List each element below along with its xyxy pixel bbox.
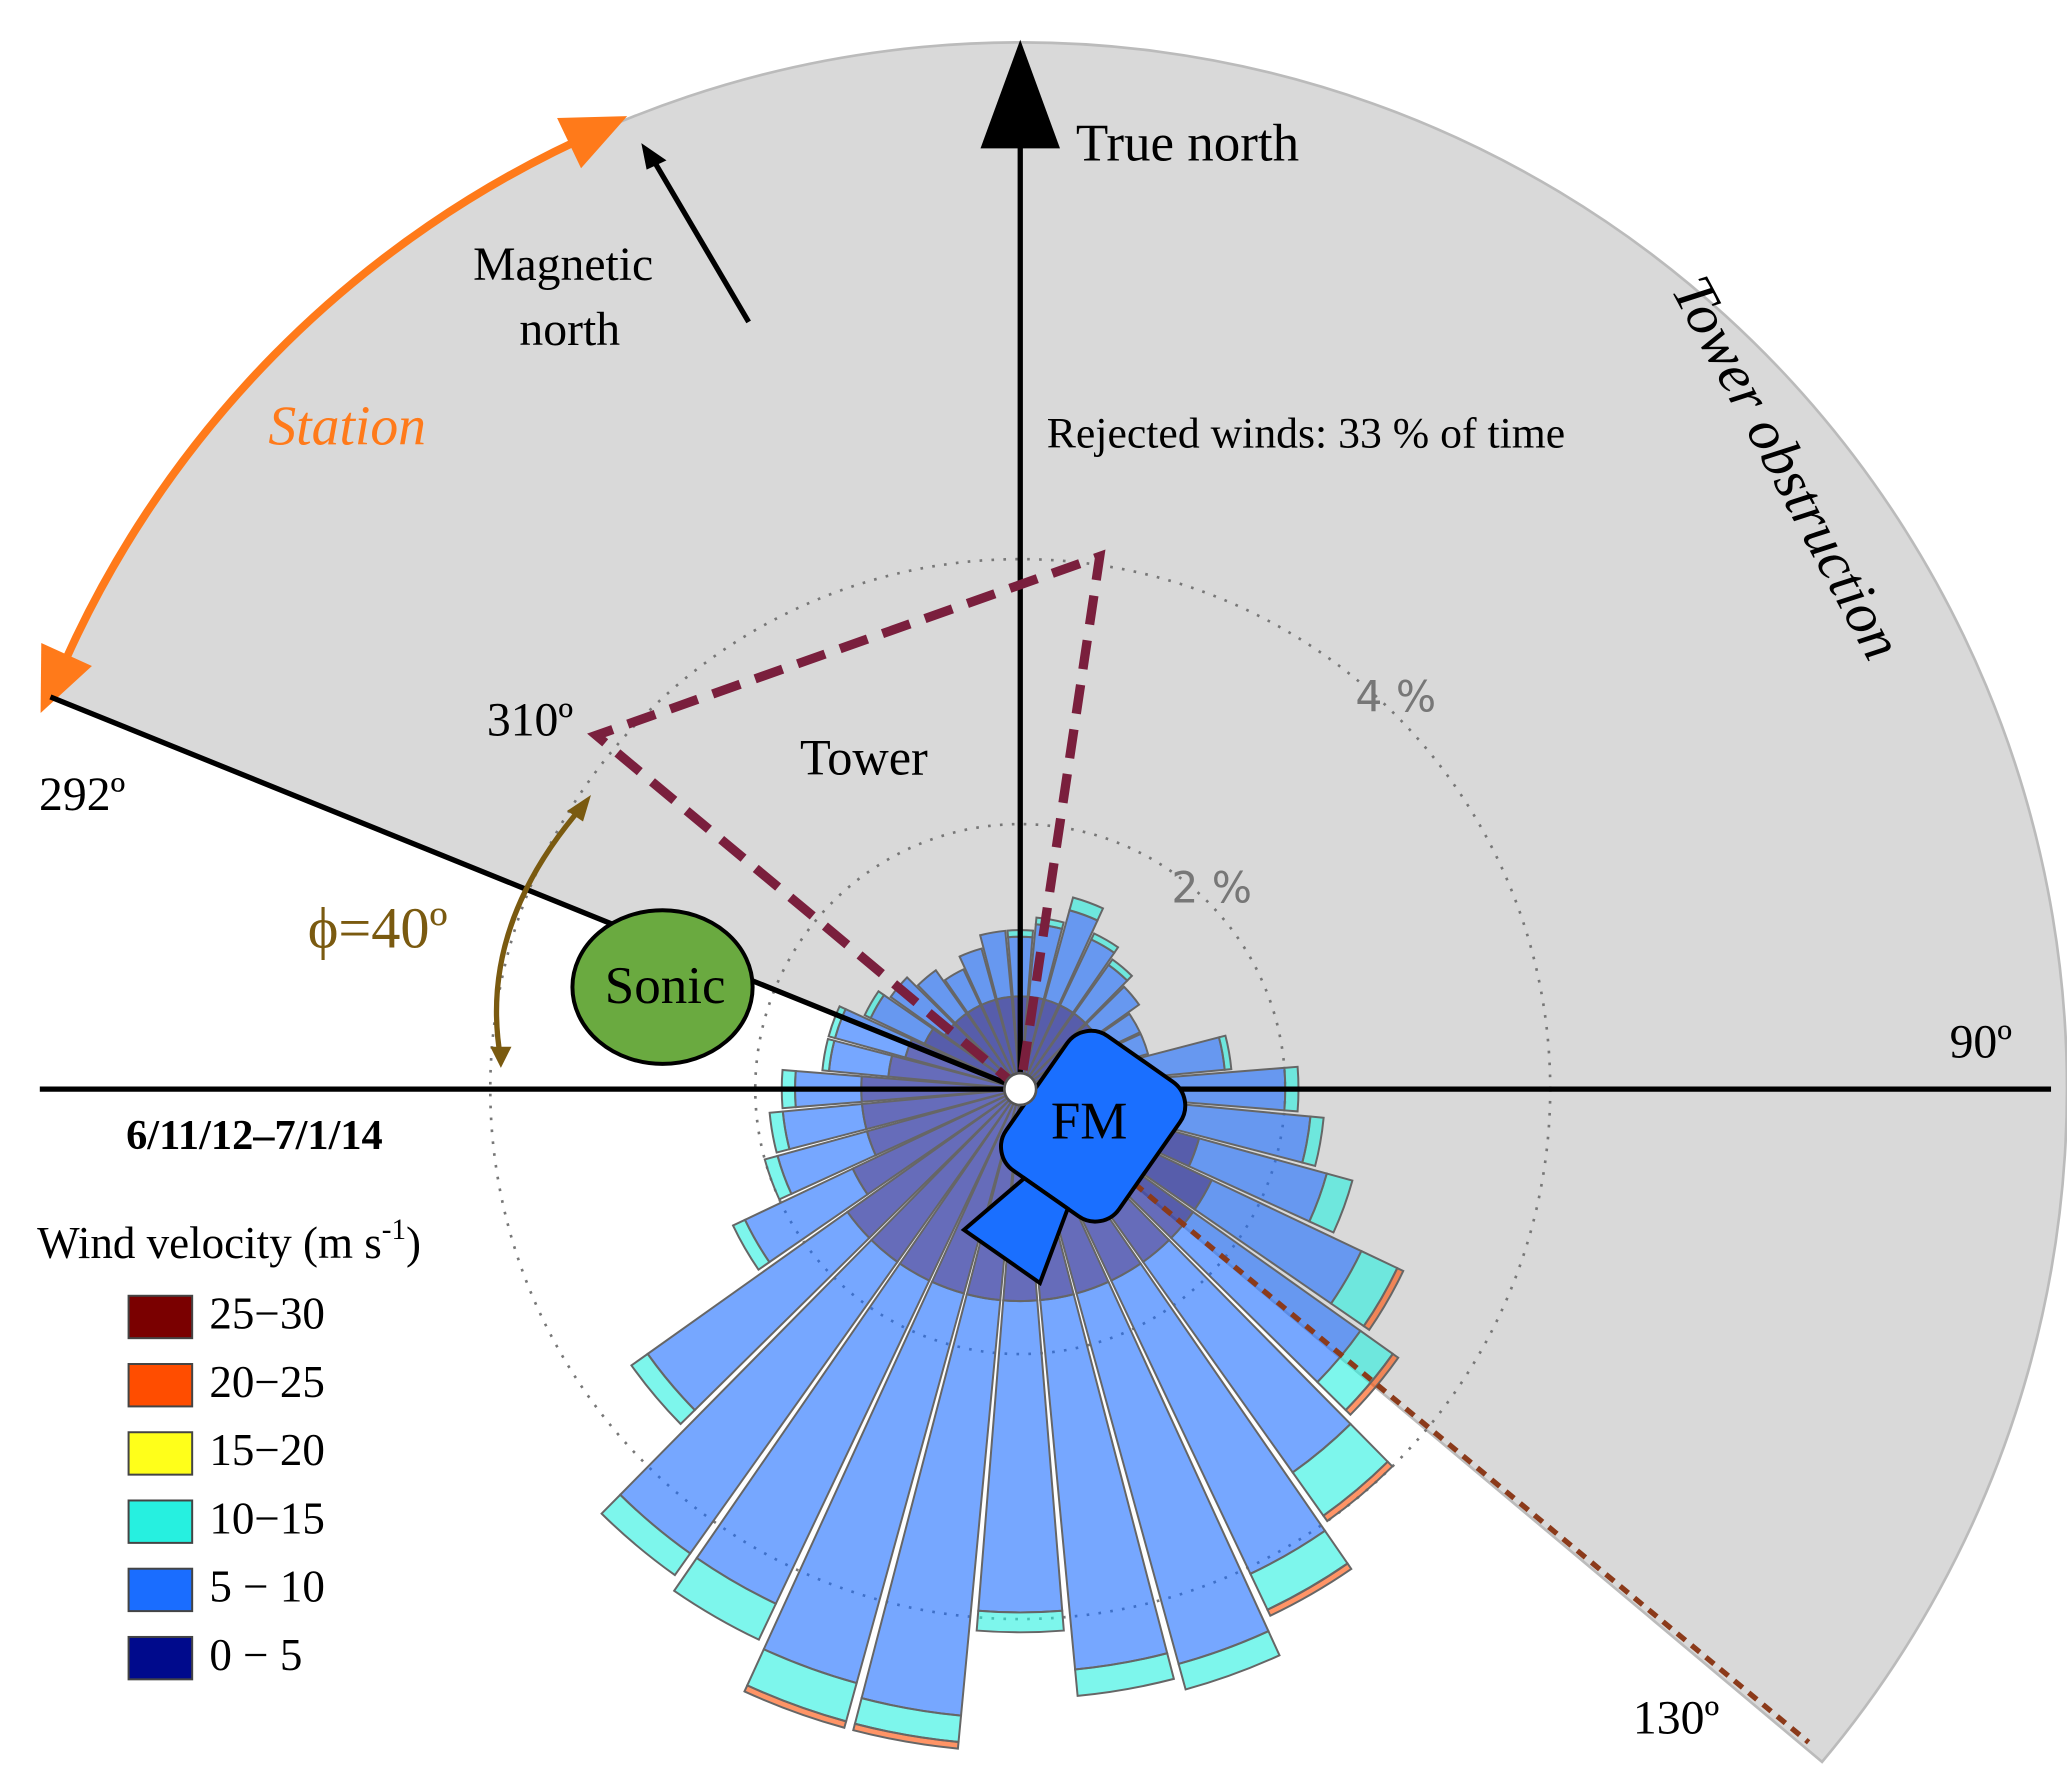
station-label: Station [268,396,426,458]
legend-label: 10−15 [209,1493,324,1543]
true-north-arrowhead [980,39,1060,149]
legend-swatch [127,1499,194,1544]
tower-outline [587,549,1106,1093]
wedge-segment [852,1722,960,1750]
wedge-segment [1068,896,1105,922]
station-arrowhead [557,116,628,169]
wedge-segment [731,1218,771,1272]
wedge-segment [1301,1115,1325,1168]
wedge-segment [958,947,997,1007]
wedge-segment [1344,1352,1400,1417]
rejected-label: Rejected winds: 33 % of time [1047,409,1565,457]
magnetic-north-arrow [653,162,751,324]
phi-arrowhead [490,1046,512,1068]
station-arc [49,125,605,691]
wedge-segment [1322,1460,1394,1523]
wedge-segment [1308,1172,1354,1234]
wedge-segment [821,1037,836,1073]
legend-swatch [127,1567,194,1613]
legend-label: 15−20 [209,1425,324,1475]
wedge-segment [600,1493,692,1577]
wedge-segment [768,1110,791,1154]
wedge-segment [916,968,968,1025]
wedge-segment [743,1684,848,1729]
boundary-292 [49,694,1022,1092]
legend-title-part: ) [406,1218,421,1268]
ring-label: 4 % [1355,673,1436,722]
legend-title: Wind velocity (m s-1) [37,1214,421,1269]
wedge-segment [672,1556,778,1641]
legend-label: 0 − 5 [209,1630,302,1680]
legend-swatch [127,1294,194,1340]
boundary-130 [1018,1087,1811,1745]
sonic-body [570,908,755,1066]
true-north-label: True north [1076,115,1299,173]
legend-title-part: Wind velocity (m s [37,1218,382,1268]
sonic-label: Sonic [605,957,726,1015]
legend-label: 5 − 10 [209,1562,324,1612]
ring-label: 2 % [1171,863,1252,912]
angle-label: 292º [39,769,125,821]
wedge-segment [1089,932,1120,955]
wedge-segment [630,1352,697,1426]
wedge-segment [978,929,1013,1001]
wedge-segment [863,989,886,1020]
angle-label: 130º [1633,1692,1719,1744]
wedge-segment [975,1609,1065,1634]
wedge-segment [1217,1034,1233,1071]
period-label: 6/11/12–7/1/14 [126,1112,383,1159]
legend-title-sup: -1 [382,1214,406,1246]
wedge-segment [1177,1629,1281,1691]
legend-swatch [127,1431,194,1476]
phi-label: ϕ=40º [308,895,448,960]
phi-arc [493,803,586,1061]
wedge-segment [943,968,982,1015]
fm-tail [960,1175,1071,1287]
magnetic-north-arrowhead [641,143,667,170]
fm-label: FM [1051,1092,1128,1150]
legend-label: 25−30 [209,1289,324,1339]
angle-label: 90º [1950,1017,2012,1069]
wedge-segment [1084,985,1141,1037]
magnetic-north-label: north [519,304,620,356]
tower-label: Tower [800,730,928,786]
background-layer: 2 % 4 % [40,41,2067,1764]
angle-label: 310º [487,695,573,747]
fm-body [960,1028,1188,1287]
center [1003,1071,1038,1107]
legend-swatch [127,1363,194,1408]
wedge-segment [1107,958,1134,983]
wedge-segment [1266,1562,1353,1618]
wedge-segment [763,1154,793,1201]
legend-swatch [127,1635,194,1681]
magnetic-north-label: Magnetic [473,239,653,291]
wedge-segment [781,1069,783,1109]
wedge-segment [1362,1266,1405,1332]
wedge-segment [1074,1652,1176,1697]
legend-label: 20−25 [209,1357,324,1407]
